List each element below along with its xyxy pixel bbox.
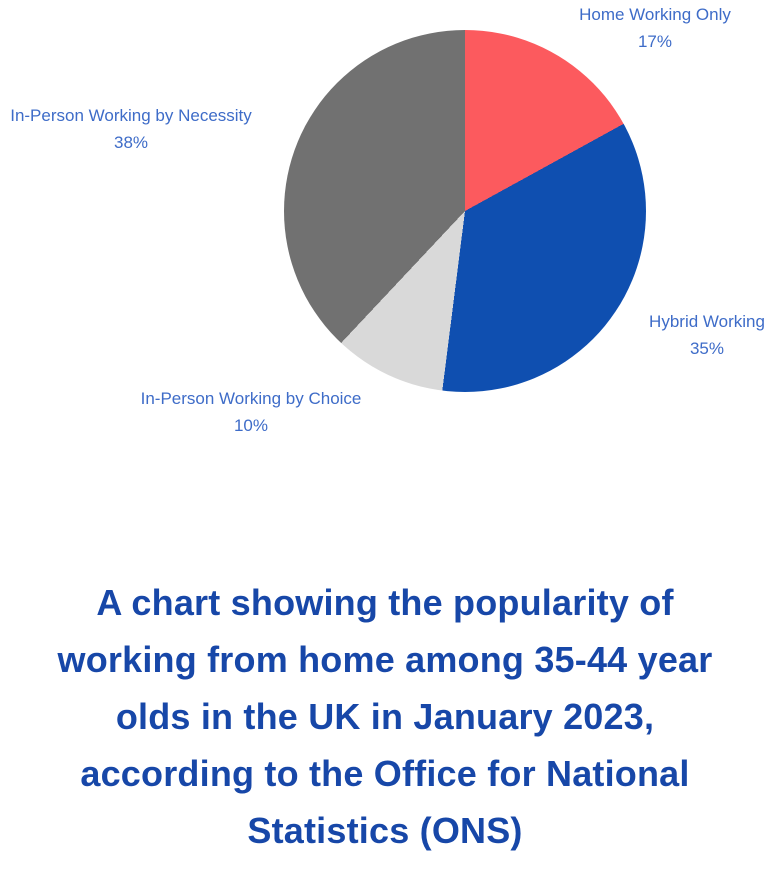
slice-pct-text: 17%: [637, 32, 673, 51]
slice-label-text: In-Person Working by Necessity: [10, 106, 252, 125]
slice-pct-text: 38%: [113, 133, 149, 152]
pie-label-hybrid-working: Hybrid Working 35%: [649, 308, 765, 362]
slice-label-text: Home Working Only: [579, 5, 731, 24]
pie-label-home-working-only: Home Working Only 17%: [579, 1, 731, 55]
caption-line: olds in the UK in January 2023,: [115, 696, 655, 737]
caption-line: A chart showing the popularity of: [96, 582, 674, 623]
slice-pct-text: 35%: [689, 339, 725, 358]
chart-caption: A chart showing the popularity of workin…: [0, 574, 770, 859]
caption-line: working from home among 35-44 year: [57, 639, 713, 680]
caption-line: Statistics (ONS): [247, 810, 523, 851]
caption-line: according to the Office for National: [80, 753, 690, 794]
pie-label-in-person-working-by-choice: In-Person Working by Choice 10%: [141, 385, 362, 439]
pie-label-in-person-working-by-necessity: In-Person Working by Necessity 38%: [10, 102, 252, 156]
pie-chart: [284, 30, 646, 392]
slice-label-text: Hybrid Working: [649, 312, 765, 331]
slice-pct-text: 10%: [233, 416, 269, 435]
slice-label-text: In-Person Working by Choice: [140, 389, 362, 408]
